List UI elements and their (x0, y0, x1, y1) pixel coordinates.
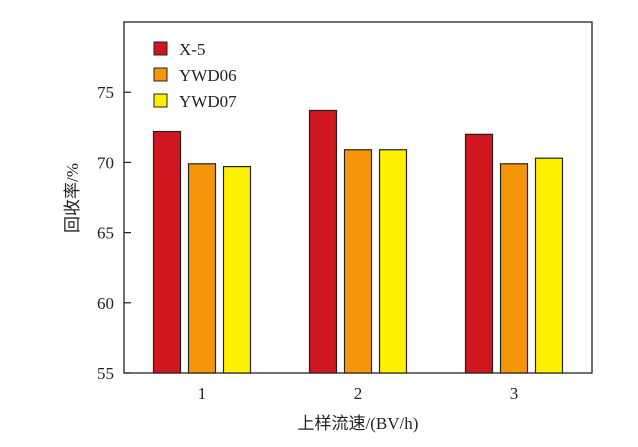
bar-x-5-cat-2 (308, 109, 338, 374)
x-tick-label: 3 (510, 384, 519, 403)
x-tick-label: 1 (198, 384, 207, 403)
legend-label: YWD07 (179, 92, 237, 111)
legend: X-5 YWD06 YWD07 (153, 40, 237, 111)
x-axis-title: 上样流速/(BV/h) (298, 414, 419, 433)
y-tick-label: 65 (97, 224, 114, 243)
bar-ywd07-cat-2 (378, 149, 408, 374)
y-tick-label: 75 (97, 83, 114, 102)
legend-label: YWD06 (179, 66, 237, 85)
bars-layer (152, 109, 564, 374)
legend-swatch (153, 67, 168, 82)
bar-ywd07-cat-1 (222, 166, 252, 374)
y-axis: 55 60 65 70 75 (97, 83, 131, 383)
legend-swatch (153, 93, 168, 108)
y-tick-label: 55 (97, 364, 114, 383)
legend-label: X-5 (179, 40, 205, 59)
bar-x-5-cat-3 (464, 133, 494, 374)
y-axis-title: 回收率/% (63, 163, 82, 233)
x-tick-label: 2 (354, 384, 363, 403)
legend-swatch (153, 41, 168, 56)
bar-ywd07-cat-3 (534, 157, 564, 374)
bar-ywd06-cat-2 (343, 149, 373, 374)
y-tick-label: 60 (97, 294, 114, 313)
y-tick-label: 70 (97, 153, 114, 172)
bar-x-5-cat-1 (152, 130, 182, 374)
bar-ywd06-cat-3 (499, 163, 529, 374)
bar-ywd06-cat-1 (187, 163, 217, 374)
